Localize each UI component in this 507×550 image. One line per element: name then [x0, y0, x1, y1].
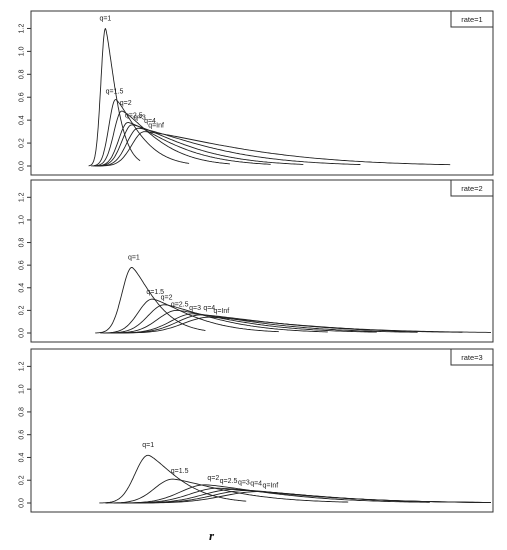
curve-q-1-5	[105, 478, 349, 504]
y-tick-label: 1.0	[19, 384, 26, 394]
curve-q-1-5	[91, 98, 190, 167]
curve-q-inf	[98, 131, 451, 167]
curve-q-2	[113, 484, 430, 504]
curve-label: q=4	[203, 305, 215, 312]
curve-q-2	[103, 304, 328, 334]
curve-q-1	[95, 267, 206, 334]
curve-q-1	[88, 28, 141, 167]
legend-box	[450, 179, 494, 197]
curve-label: q=2.5	[171, 301, 189, 308]
curve-label: q=Inf	[262, 483, 278, 490]
y-tick-label: 0.6	[19, 92, 26, 102]
y-tick-label: 0.2	[19, 305, 26, 315]
curve-label: q=2	[120, 100, 132, 107]
curve-label: q=2	[207, 475, 219, 482]
legend-text: rate=2	[461, 184, 482, 193]
curve-label: q=3	[134, 115, 146, 122]
curve-label: q=1	[128, 254, 140, 261]
panel-frame	[30, 348, 494, 513]
curve-q-1-5	[100, 298, 279, 334]
curve-q-3	[110, 313, 418, 334]
y-tick-label: 0.2	[19, 475, 26, 485]
curve-label: q=Inf	[213, 308, 229, 315]
y-tick-label: 0.4	[19, 115, 26, 125]
y-tick-label: 1.0	[19, 46, 26, 56]
curve-label: q=2.5	[125, 112, 143, 119]
curve-label: q=2.5	[220, 478, 238, 485]
y-tick-label: 0.6	[19, 260, 26, 270]
y-tick-label: 0.4	[19, 452, 26, 462]
y-tick-label: 0.6	[19, 430, 26, 440]
panel-frame	[30, 10, 494, 176]
curve-label: q=1.5	[106, 89, 124, 96]
legend-text: rate=1	[461, 15, 482, 24]
curve-label: q=2	[161, 295, 173, 302]
curve-label: q=3	[238, 479, 250, 486]
y-tick-label: 1.2	[19, 23, 26, 33]
curve-q-2	[92, 110, 230, 167]
curve-label: q=3	[189, 305, 201, 312]
curve-q-4	[96, 127, 361, 167]
y-tick-label: 1.0	[19, 215, 26, 225]
curve-q-inf	[114, 316, 491, 334]
curve-label: q=4	[250, 480, 262, 487]
curve-label: q=Inf	[148, 123, 164, 130]
curve-label: q=1	[99, 15, 111, 22]
curve-q-3	[95, 124, 304, 167]
y-tick-label: 1.2	[19, 361, 26, 371]
y-tick-label: 0.4	[19, 283, 26, 293]
y-tick-label: 0.0	[19, 328, 26, 338]
y-tick-label: 0.0	[19, 498, 26, 508]
curve-label: q=1.5	[171, 468, 189, 475]
legend-box	[450, 10, 494, 28]
panel-2: 0.00.20.40.60.81.01.2rate=2q=1q=1.5q=2q=…	[19, 179, 494, 343]
legend-text: rate=3	[461, 353, 482, 362]
panel-1: 0.0 0.2 0.4 0.6 0.8 1.0 1.2 rate=1 q=1 q=1.5 q=2 q=…	[19, 10, 494, 176]
curve-q-2-5	[106, 309, 377, 334]
curve-label: q=1	[142, 442, 154, 449]
y-tick-label: 0.8	[19, 407, 26, 417]
y-tick-label: 0.8	[19, 69, 26, 79]
panel-frame	[30, 179, 494, 343]
y-tick-label: 1.2	[19, 192, 26, 202]
y-tick-label: 0.0	[19, 161, 26, 171]
curve-q-2-5	[94, 122, 271, 167]
y-tick-label: 0.2	[19, 138, 26, 148]
y-tick-label: 0.8	[19, 238, 26, 248]
curve-label: q=4	[144, 118, 156, 125]
x-axis-label: r	[208, 528, 215, 543]
legend-box	[450, 348, 494, 366]
curve-q-inf	[126, 491, 492, 504]
curve-q-1	[99, 454, 247, 504]
curve-label: q=1.5	[146, 289, 164, 296]
